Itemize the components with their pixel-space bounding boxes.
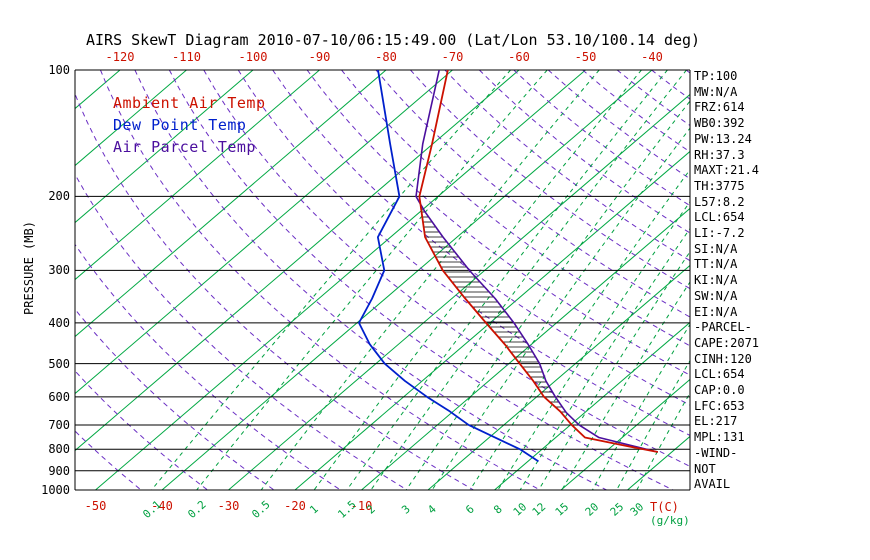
dry-adiabat-line <box>582 70 690 153</box>
dry-adiabat-line <box>75 370 208 490</box>
dry-adiabat-line <box>168 70 674 490</box>
dry-adiabat-line <box>341 70 690 347</box>
dry-adiabat-line <box>237 70 690 436</box>
dry-adiabat-line <box>0 70 75 490</box>
dry-adiabat-line <box>410 70 690 290</box>
dry-adiabat-line <box>203 70 690 467</box>
mixing-ratio-line <box>591 323 690 490</box>
isotherm-line <box>75 70 520 452</box>
axes-lines <box>74 69 691 491</box>
dry-adiabat-line <box>513 70 690 207</box>
mixing-ratio-line <box>346 70 668 490</box>
dew-point-temp-curve <box>358 70 539 463</box>
sounding-curves <box>358 70 659 463</box>
isotherm-line <box>627 435 690 490</box>
dry-adiabat-line <box>685 70 690 74</box>
isotherm-line <box>75 70 254 224</box>
mixing-ratio-line <box>497 200 690 490</box>
mixing-ratio-line <box>561 281 690 490</box>
isotherm-line <box>294 150 690 490</box>
isotherm-line <box>75 70 320 281</box>
isotherm-line <box>560 378 690 490</box>
isotherm-line <box>75 70 453 395</box>
dry-adiabat-line <box>444 70 690 262</box>
isotherm-line <box>228 93 690 490</box>
dry-adiabat-line <box>651 70 690 100</box>
mixing-ratio-line <box>431 127 690 490</box>
isotherm-line <box>161 70 653 490</box>
background-grid <box>0 70 870 490</box>
dry-adiabat-line <box>75 92 474 490</box>
dry-adiabat-line <box>75 430 142 490</box>
mixing-ratio-line <box>519 227 690 490</box>
mixing-ratio-line <box>538 250 690 490</box>
dry-adiabat-line <box>134 70 607 490</box>
dry-adiabat-line <box>272 70 690 406</box>
dry-adiabat-line <box>75 173 408 490</box>
isotherm-line <box>75 70 387 338</box>
isotherm-line <box>427 264 690 490</box>
dry-adiabat-line <box>547 70 690 180</box>
mixing-ratio-line <box>260 70 600 490</box>
mixing-ratio-line <box>405 100 690 490</box>
dry-adiabat-line <box>75 243 341 490</box>
mixing-ratio-line <box>469 168 690 490</box>
isotherm-line <box>0 70 54 490</box>
mixing-ratio-line <box>370 70 687 490</box>
dry-adiabat-line <box>375 70 690 318</box>
isotherm-line <box>75 70 187 167</box>
mixing-ratio-line <box>636 391 690 490</box>
mixing-ratio-line <box>313 70 642 490</box>
dry-adiabat-line <box>99 70 541 490</box>
dry-adiabat-line <box>306 70 690 376</box>
isotherm-line <box>361 207 690 490</box>
isotherm-line <box>694 70 870 490</box>
mixing-ratio-line <box>151 70 511 490</box>
isotherm-line <box>494 321 690 490</box>
dry-adiabat-line <box>75 308 275 490</box>
ambient-air-temp-curve <box>418 70 659 453</box>
mixing-ratio-line <box>196 70 548 490</box>
